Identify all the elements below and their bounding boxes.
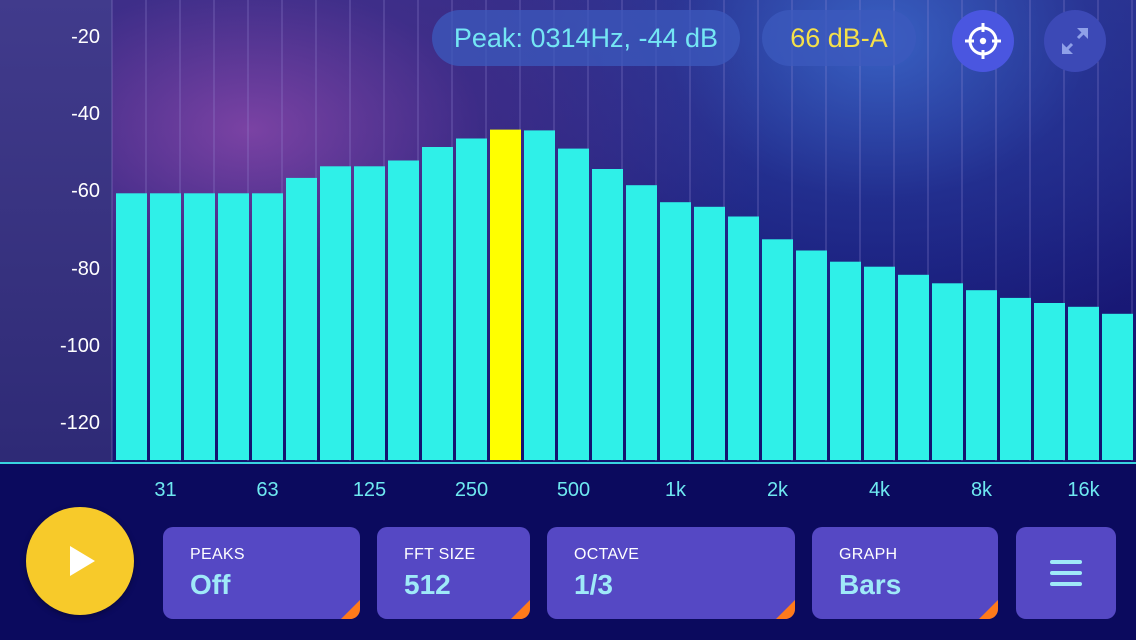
x-tick-label: 31 bbox=[154, 479, 177, 501]
expand-arrows-icon bbox=[1062, 28, 1088, 54]
spectrum-bar bbox=[1034, 303, 1065, 460]
spectrum-bar bbox=[626, 185, 657, 460]
x-tick-label: 16k bbox=[1067, 479, 1100, 501]
graph-label: GRAPH bbox=[839, 546, 898, 563]
graph-value: Bars bbox=[839, 569, 902, 600]
octave-label: OCTAVE bbox=[574, 546, 640, 563]
peaks-control[interactable]: PEAKS Off bbox=[163, 527, 360, 619]
menu-button[interactable] bbox=[1016, 527, 1116, 619]
fft-size-label: FFT SIZE bbox=[404, 546, 476, 563]
spectrum-bar bbox=[184, 193, 215, 461]
y-tick-label: -120 bbox=[59, 412, 100, 434]
x-tick-label: 1k bbox=[664, 479, 687, 501]
fft-size-control[interactable]: FFT SIZE 512 bbox=[377, 527, 530, 619]
spectrum-bar bbox=[320, 166, 351, 461]
x-tick-label: 8k bbox=[970, 479, 993, 501]
spectrum-bar bbox=[422, 147, 453, 460]
spectrum-bar bbox=[898, 274, 929, 460]
spectrum-bar bbox=[524, 130, 555, 460]
x-tick-label: 500 bbox=[556, 479, 591, 501]
spectrum-bar bbox=[864, 266, 895, 460]
x-tick-label: 63 bbox=[256, 479, 279, 501]
spectrum-bar bbox=[388, 160, 419, 460]
play-button[interactable] bbox=[26, 507, 134, 615]
dropdown-corner-indicator bbox=[341, 600, 360, 619]
spectrum-bar bbox=[966, 290, 997, 460]
y-tick-label: -20 bbox=[71, 26, 100, 48]
spectrum-bar bbox=[694, 206, 725, 460]
spectrum-bar bbox=[592, 169, 623, 460]
peaks-label: PEAKS bbox=[190, 546, 245, 563]
spectrum-bar bbox=[252, 193, 283, 461]
hamburger-menu-icon bbox=[1050, 560, 1082, 586]
chart-baseline bbox=[0, 462, 1136, 464]
expand-button[interactable] bbox=[1044, 10, 1106, 72]
spectrum-chart[interactable] bbox=[0, 0, 1136, 463]
spectrum-bar bbox=[762, 239, 793, 460]
level-readout[interactable]: 66 dB-A bbox=[762, 10, 916, 66]
spectrum-bar bbox=[796, 250, 827, 460]
y-axis-panel bbox=[0, 0, 112, 463]
play-icon bbox=[70, 546, 95, 576]
octave-value: 1/3 bbox=[574, 569, 613, 600]
y-tick-label: -100 bbox=[59, 334, 100, 357]
y-tick-label: -80 bbox=[71, 257, 100, 280]
target-button[interactable] bbox=[952, 10, 1014, 72]
spectrum-bar bbox=[354, 166, 385, 461]
y-tick-label: -40 bbox=[71, 103, 100, 126]
octave-control[interactable]: OCTAVE 1/3 bbox=[547, 527, 795, 619]
spectrum-bar bbox=[660, 202, 691, 460]
y-tick-label: -60 bbox=[71, 180, 100, 203]
x-tick-label: 125 bbox=[352, 479, 387, 501]
peak-readout[interactable]: Peak: 0314Hz, -44 dB bbox=[432, 10, 740, 66]
x-tick-label: 2k bbox=[766, 479, 789, 501]
fft-size-value: 512 bbox=[404, 569, 451, 600]
spectrum-bar bbox=[728, 216, 759, 460]
dropdown-corner-indicator bbox=[776, 600, 795, 619]
graph-control[interactable]: GRAPH Bars bbox=[812, 527, 998, 619]
x-tick-label: 4k bbox=[868, 479, 891, 501]
spectrum-bar bbox=[558, 148, 589, 460]
spectrum-bar bbox=[1102, 313, 1133, 460]
spectrum-bar bbox=[150, 193, 181, 461]
spectrum-bar bbox=[1068, 306, 1099, 460]
spectrum-bar bbox=[1000, 297, 1031, 460]
dropdown-corner-indicator bbox=[979, 600, 998, 619]
x-tick-label: 250 bbox=[454, 479, 489, 501]
spectrum-bar bbox=[456, 138, 487, 460]
peaks-value: Off bbox=[190, 569, 231, 600]
spectrum-bar bbox=[116, 193, 147, 461]
spectrum-bar bbox=[830, 261, 861, 460]
spectrum-bar-peak bbox=[490, 129, 521, 460]
dropdown-corner-indicator bbox=[511, 600, 530, 619]
crosshair-target-icon bbox=[965, 23, 1001, 59]
spectrum-bar bbox=[218, 193, 249, 461]
spectrum-bar bbox=[932, 283, 963, 460]
spectrum-bar bbox=[286, 177, 317, 460]
